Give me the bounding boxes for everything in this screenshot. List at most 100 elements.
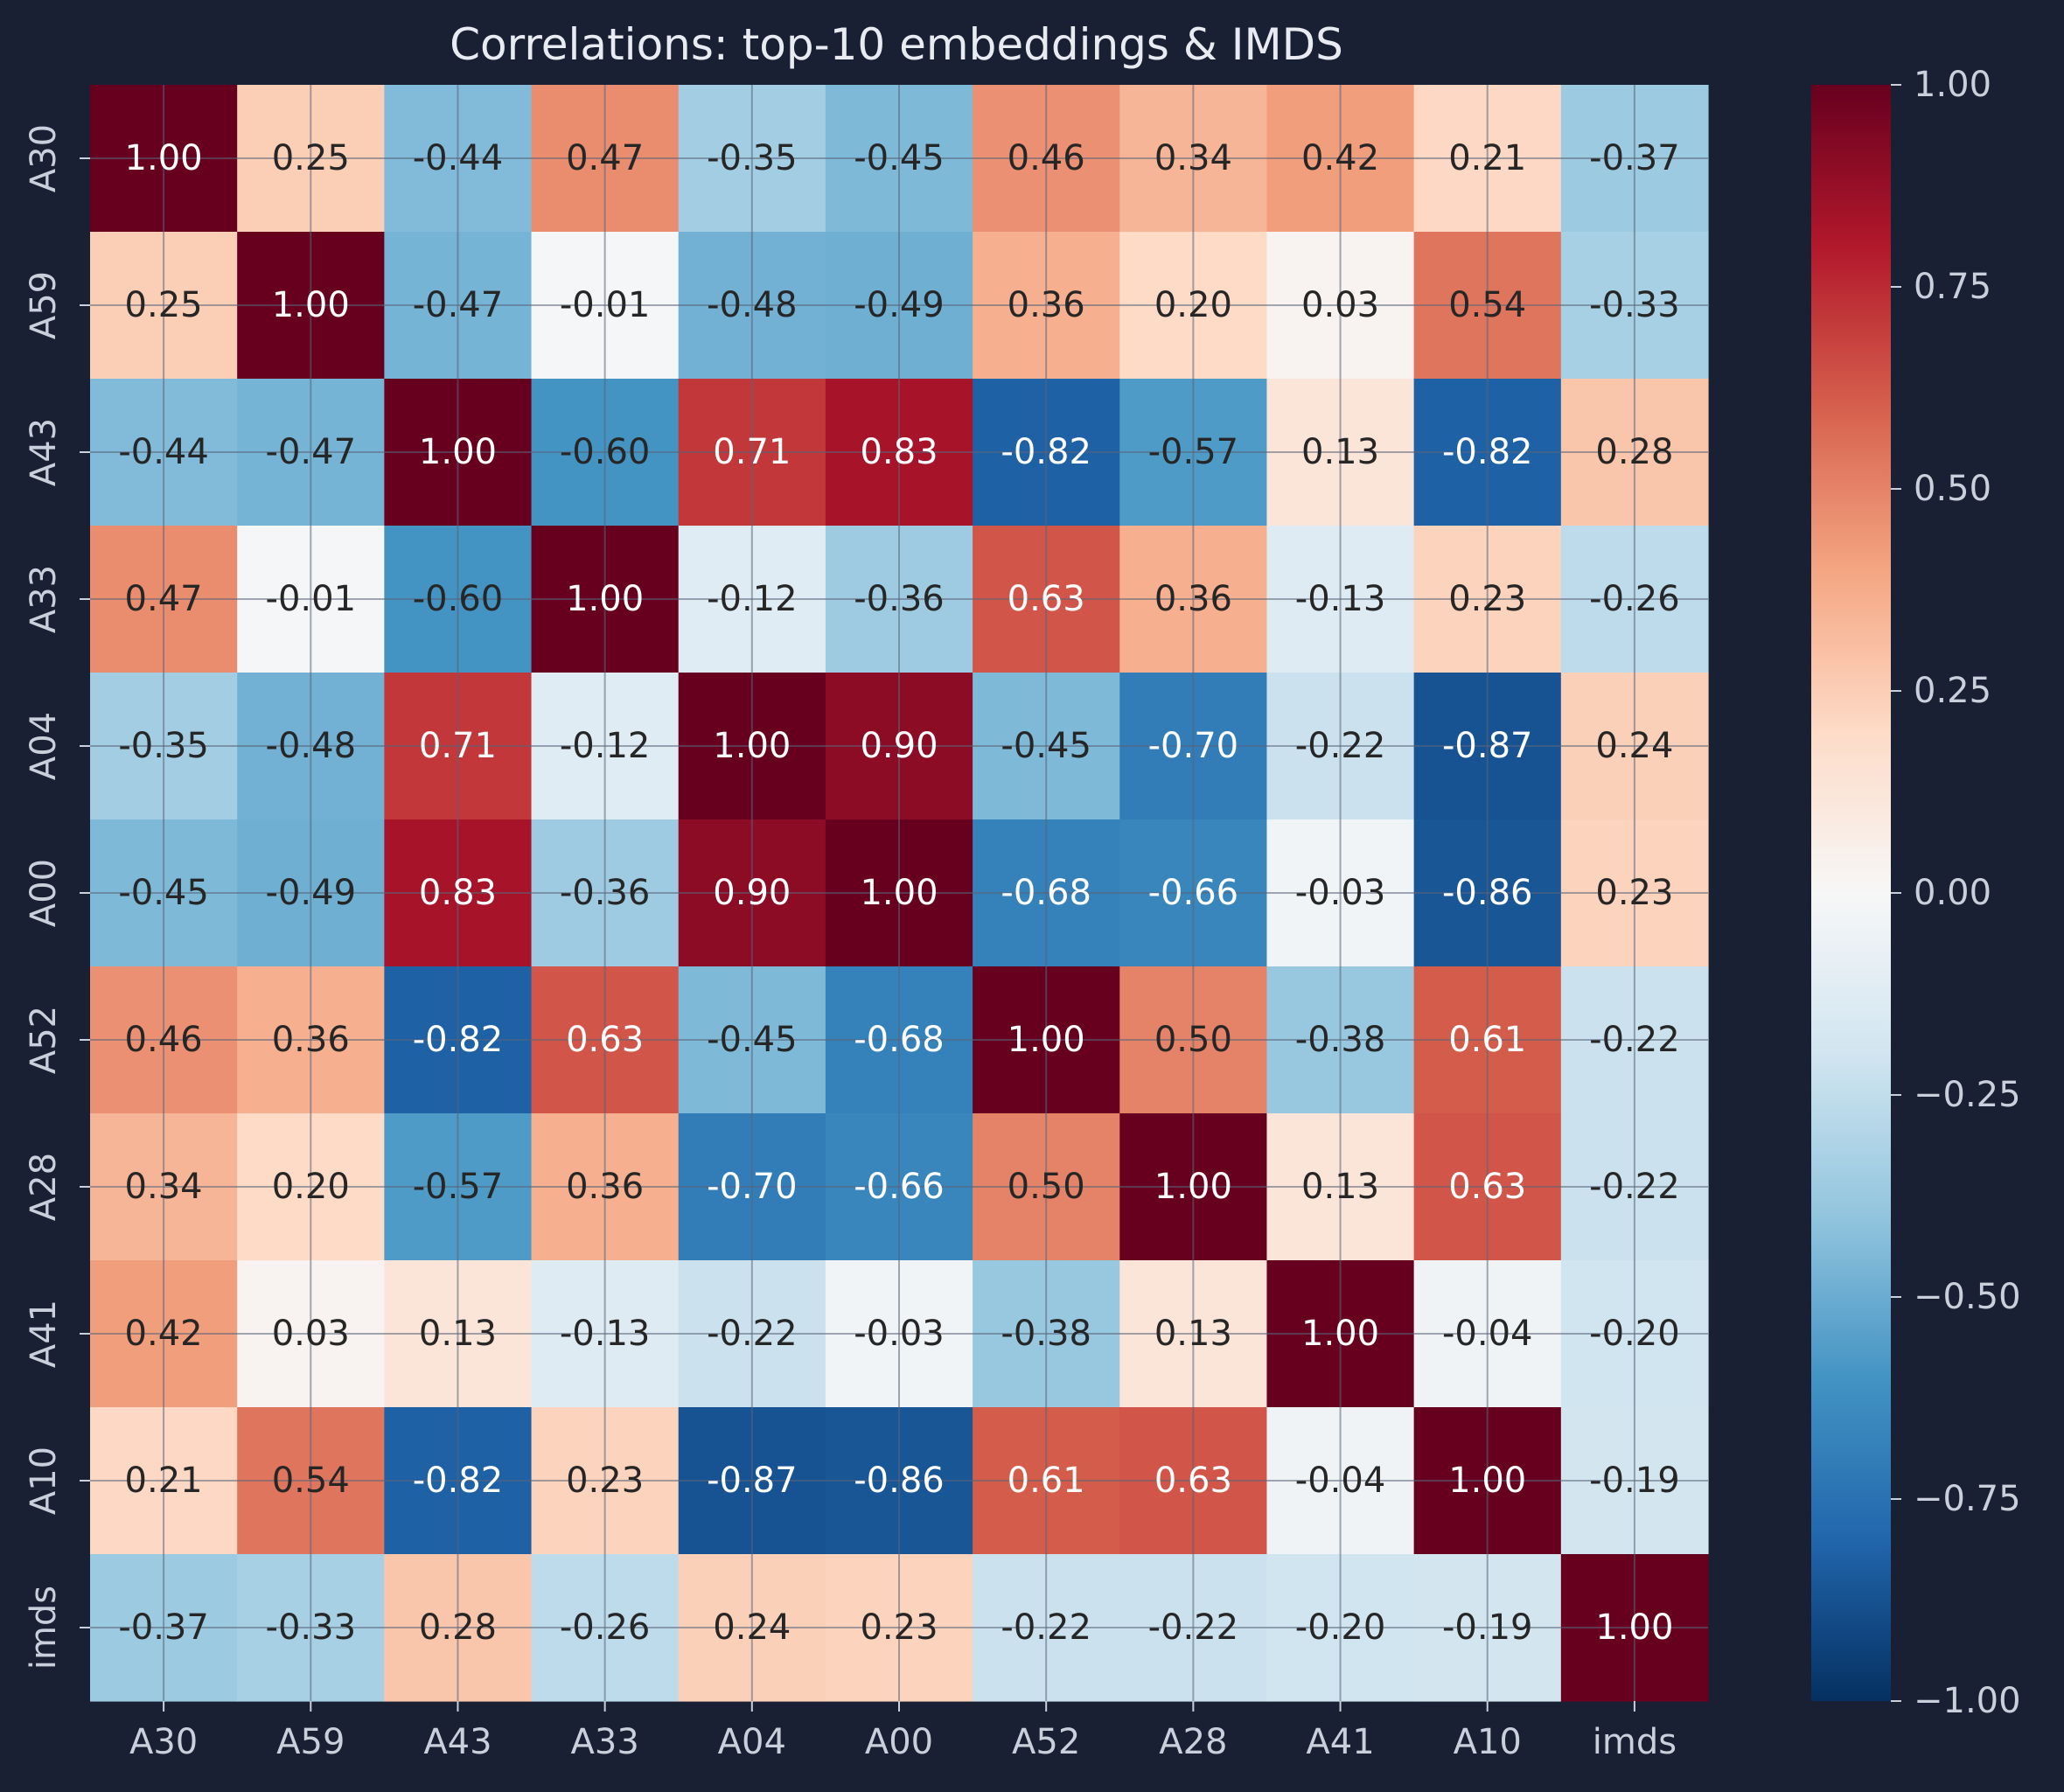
cell-value-label: 1.00 bbox=[1154, 1167, 1232, 1207]
cell-value-label: 0.28 bbox=[1595, 432, 1673, 472]
cell-value-label: 0.23 bbox=[1595, 873, 1673, 913]
cell-value-label: -0.45 bbox=[118, 873, 209, 913]
cell-value-label: -0.03 bbox=[854, 1314, 945, 1354]
cell-value-label: -0.48 bbox=[707, 285, 798, 325]
cell-value-label: 0.90 bbox=[860, 726, 938, 766]
cell-value-label: -0.49 bbox=[854, 285, 945, 325]
cell-value-label: -0.47 bbox=[413, 285, 504, 325]
cell-value-label: 0.71 bbox=[713, 432, 791, 472]
cell-value-label: -0.45 bbox=[707, 1020, 798, 1060]
cell-value-label: -0.38 bbox=[1001, 1314, 1091, 1354]
y-tick-label: A00 bbox=[24, 859, 64, 927]
cell-value-label: -0.22 bbox=[1589, 1167, 1680, 1207]
cell-value-label: -0.49 bbox=[266, 873, 357, 913]
cell-value-label: 0.21 bbox=[125, 1461, 203, 1501]
cell-value-label: -0.60 bbox=[413, 579, 504, 619]
cell-value-label: -0.19 bbox=[1589, 1461, 1680, 1501]
cell-value-label: -0.87 bbox=[707, 1461, 798, 1501]
cell-value-label: -0.13 bbox=[1295, 579, 1386, 619]
cell-value-label: 0.34 bbox=[1154, 138, 1232, 178]
x-tick-label: A41 bbox=[1306, 1722, 1374, 1762]
cell-value-label: 0.20 bbox=[272, 1167, 350, 1207]
cell-value-label: -0.20 bbox=[1589, 1314, 1680, 1354]
cell-value-label: 0.47 bbox=[566, 138, 644, 178]
y-tick-label: A43 bbox=[24, 418, 64, 486]
colorbar-tick-label: −0.50 bbox=[1914, 1277, 2021, 1317]
cell-value-label: 0.23 bbox=[1448, 579, 1526, 619]
cell-value-label: 0.21 bbox=[1448, 138, 1526, 178]
cell-value-label: -0.68 bbox=[854, 1020, 945, 1060]
cell-value-label: -0.37 bbox=[118, 1607, 209, 1648]
cell-value-label: 0.13 bbox=[419, 1314, 497, 1354]
colorbar-tick-label: 1.00 bbox=[1914, 65, 1991, 105]
cell-value-label: -0.26 bbox=[560, 1607, 651, 1648]
y-tick-label: A10 bbox=[24, 1447, 64, 1515]
x-tick-label: imds bbox=[1593, 1722, 1677, 1762]
cell-value-label: 0.36 bbox=[272, 1020, 350, 1060]
x-tick-label: A43 bbox=[423, 1722, 492, 1762]
cell-value-label: 1.00 bbox=[1595, 1607, 1673, 1648]
cell-value-label: 0.83 bbox=[419, 873, 497, 913]
cell-value-label: -0.66 bbox=[854, 1167, 945, 1207]
cell-value-label: 0.25 bbox=[272, 138, 350, 178]
cell-value-label: 0.61 bbox=[1008, 1461, 1085, 1501]
cell-value-label: -0.22 bbox=[1589, 1020, 1680, 1060]
cell-value-label: -0.82 bbox=[1001, 432, 1091, 472]
grid-lines bbox=[90, 85, 1708, 1701]
cell-value-label: -0.44 bbox=[118, 432, 209, 472]
cell-value-label: 1.00 bbox=[1301, 1314, 1379, 1354]
cell-value-label: -0.45 bbox=[1001, 726, 1091, 766]
colorbar: 1.00 0.75 0.50 0.25 0.00 −0.25 −0.50 −0.75 −1.00 bbox=[1811, 65, 2021, 1721]
y-tick-label: A59 bbox=[24, 271, 64, 339]
cell-value-label: -0.66 bbox=[1148, 873, 1239, 913]
cell-value-label: -0.35 bbox=[707, 138, 798, 178]
x-tick-label: A52 bbox=[1012, 1722, 1080, 1762]
cell-value-label: -0.44 bbox=[413, 138, 504, 178]
cell-value-label: 1.00 bbox=[419, 432, 497, 472]
cell-value-label: -0.01 bbox=[560, 285, 651, 325]
cell-value-label: -0.01 bbox=[266, 579, 357, 619]
cell-value-label: -0.45 bbox=[854, 138, 945, 178]
cell-value-label: -0.48 bbox=[266, 726, 357, 766]
cell-value-label: 1.00 bbox=[860, 873, 938, 913]
cell-value-label: 0.83 bbox=[860, 432, 938, 472]
cell-value-label: -0.57 bbox=[413, 1167, 504, 1207]
cell-value-label: 0.36 bbox=[566, 1167, 644, 1207]
x-tick-label: A28 bbox=[1159, 1722, 1227, 1762]
cell-value-label: 1.00 bbox=[125, 138, 203, 178]
cell-value-label: 0.50 bbox=[1154, 1020, 1232, 1060]
cell-value-label: 0.25 bbox=[125, 285, 203, 325]
cell-value-label: 0.23 bbox=[566, 1461, 644, 1501]
colorbar-tick-label: 0.75 bbox=[1914, 267, 1991, 307]
cell-value-label: -0.70 bbox=[1148, 726, 1239, 766]
cell-value-label: 0.03 bbox=[1301, 285, 1379, 325]
cell-value-label: -0.87 bbox=[1442, 726, 1533, 766]
cell-value-label: 0.28 bbox=[419, 1607, 497, 1648]
colorbar-tick-label: −0.75 bbox=[1914, 1479, 2021, 1519]
cell-value-label: -0.82 bbox=[413, 1020, 504, 1060]
cell-value-label: -0.19 bbox=[1442, 1607, 1533, 1648]
cell-value-label: 0.63 bbox=[1008, 579, 1085, 619]
x-axis: A30 A59 A43 A33 A04 A00 A52 A28 A41 A10 imds bbox=[129, 1701, 1677, 1762]
y-tick-label: A33 bbox=[24, 565, 64, 633]
cell-value-label: 0.13 bbox=[1301, 432, 1379, 472]
y-tick-label: A04 bbox=[24, 712, 64, 780]
cell-value-label: 0.36 bbox=[1008, 285, 1085, 325]
cell-value-label: -0.57 bbox=[1148, 432, 1239, 472]
cell-value-label: 0.71 bbox=[419, 726, 497, 766]
cell-value-label: -0.86 bbox=[854, 1461, 945, 1501]
cell-value-label: -0.12 bbox=[560, 726, 651, 766]
cell-value-label: 0.47 bbox=[125, 579, 203, 619]
colorbar-bar bbox=[1811, 85, 1891, 1701]
cell-value-label: -0.86 bbox=[1442, 873, 1533, 913]
cell-value-label: -0.82 bbox=[1442, 432, 1533, 472]
x-tick-label: A33 bbox=[571, 1722, 639, 1762]
cell-labels: 1.00 0.25 -0.44 0.47 -0.35 -0.45 0.46 0.34 0.42 0… bbox=[118, 138, 1679, 1648]
cell-value-label: 0.54 bbox=[1448, 285, 1526, 325]
cell-value-label: 0.42 bbox=[125, 1314, 203, 1354]
y-tick-label: A52 bbox=[24, 1006, 64, 1074]
cell-value-label: 0.63 bbox=[1448, 1167, 1526, 1207]
cell-value-label: -0.26 bbox=[1589, 579, 1680, 619]
x-tick-label: A30 bbox=[129, 1722, 198, 1762]
